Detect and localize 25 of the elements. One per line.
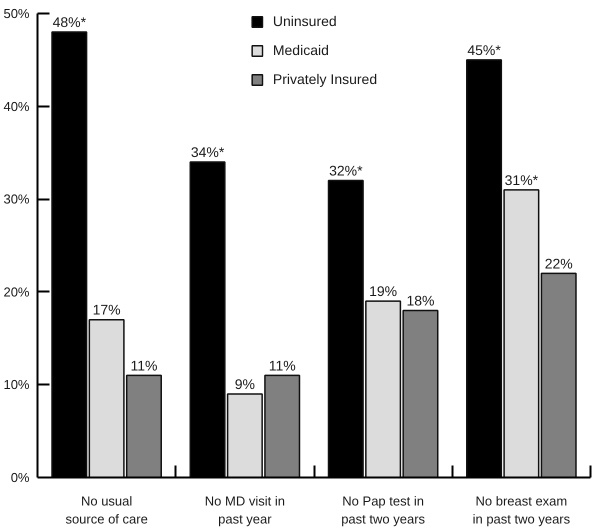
data-label: 32%* bbox=[329, 162, 364, 179]
x-tick-label: No MD visit in past year bbox=[204, 494, 285, 526]
data-label: 45%* bbox=[467, 42, 502, 58]
y-tick-label: 50% bbox=[3, 6, 30, 21]
legend-label: Medicaid bbox=[272, 42, 329, 58]
data-label: 18% bbox=[406, 292, 434, 308]
data-label: 22% bbox=[544, 255, 573, 272]
data-label: 11% bbox=[268, 357, 296, 374]
data-label: 9% bbox=[234, 376, 255, 392]
data-label: 11% bbox=[130, 357, 158, 374]
y-tick-label: 40% bbox=[3, 98, 30, 114]
y-tick-label: 10% bbox=[3, 377, 30, 392]
legend-label: Privately Insured bbox=[272, 71, 378, 87]
data-label: 19% bbox=[369, 283, 398, 300]
data-label: 34%* bbox=[190, 144, 225, 160]
data-label: 31%* bbox=[504, 172, 539, 188]
legend-label: Uninsured bbox=[272, 13, 337, 29]
y-tick-label: 0% bbox=[10, 470, 30, 485]
y-tick-label: 30% bbox=[3, 192, 30, 207]
x-tick-label: No breast exam in past two years bbox=[472, 494, 571, 526]
x-tick-label: No Pap test in past two years bbox=[341, 494, 426, 526]
data-label: 17% bbox=[92, 302, 121, 318]
y-tick-label: 20% bbox=[3, 284, 30, 300]
data-label: 48%* bbox=[52, 14, 87, 30]
x-tick-label: No usual source of care bbox=[65, 494, 148, 526]
